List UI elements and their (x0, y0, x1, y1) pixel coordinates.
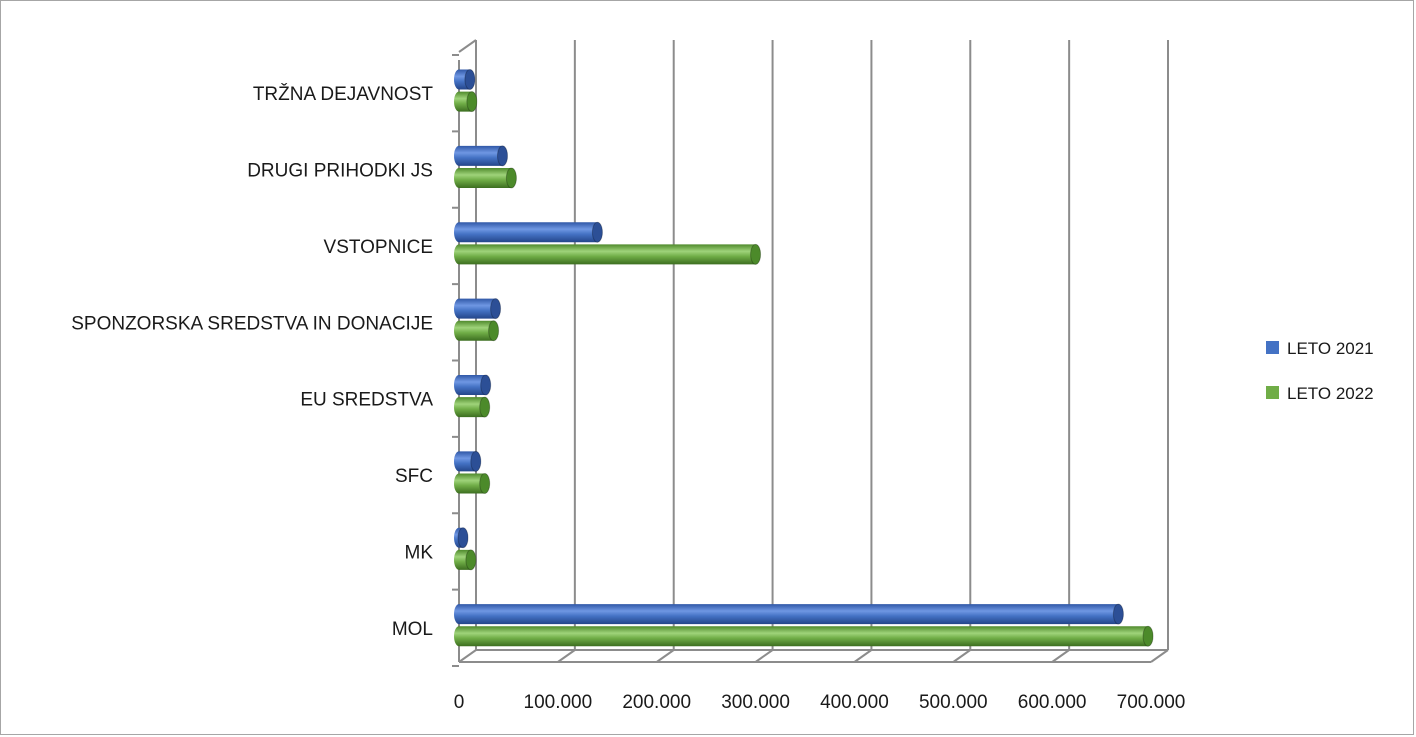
legend-label: LETO 2022 (1287, 384, 1374, 403)
floor-gridline (853, 649, 873, 663)
x-tick-label: 100.000 (524, 692, 593, 713)
floor-gridline (557, 649, 576, 663)
legend: LETO 2021 LETO 2022 (1266, 339, 1374, 403)
bar-leto-2022 (454, 91, 478, 113)
gridlines (458, 40, 1169, 663)
category-label: MOL (392, 619, 433, 640)
legend-swatch (1266, 386, 1279, 399)
category-label: TRŽNA DEJAVNOST (253, 83, 434, 105)
bar-leto-2022 (454, 396, 491, 418)
x-tick-label: 400.000 (820, 692, 889, 713)
category-label: MK (405, 542, 434, 563)
floor-gridline (754, 649, 774, 663)
bar-leto-2022 (454, 472, 491, 494)
x-tick-label: 300.000 (721, 692, 790, 713)
axes (452, 39, 1168, 667)
bar-leto-2021 (454, 603, 1124, 625)
bar-leto-2022 (454, 167, 517, 189)
x-tick-label: 500.000 (919, 692, 988, 713)
floor-gridline (952, 649, 971, 663)
category-label: EU SREDSTVA (300, 390, 433, 411)
category-label: SPONZORSKA SREDSTVA IN DONACIJE (71, 313, 433, 334)
bars (454, 68, 1154, 647)
legend-item: LETO 2021 (1266, 339, 1374, 358)
bar-leto-2022 (454, 243, 762, 265)
x-tick-label: 0 (454, 692, 465, 713)
floor-gridline (1051, 649, 1070, 663)
bar-leto-2021 (454, 527, 469, 549)
category-label: VSTOPNICE (324, 237, 433, 258)
bar-leto-2021 (454, 145, 508, 167)
bar-leto-2021 (454, 450, 482, 472)
category-label: SFC (395, 466, 433, 487)
labels: 0 100.000 200.000 300.000 400.000 500.000 600.… (71, 83, 1185, 713)
bar-leto-2022 (454, 625, 1154, 647)
x-tick-label: 600.000 (1018, 692, 1087, 713)
floor-gridline (458, 649, 477, 663)
bar-leto-2022 (454, 549, 477, 571)
bar-leto-2021 (454, 68, 476, 90)
bar-leto-2021 (454, 298, 502, 320)
bar-leto-2021 (454, 221, 603, 243)
legend-swatch (1266, 341, 1279, 354)
floor-gridline (1150, 649, 1169, 663)
legend-item: LETO 2022 (1266, 384, 1374, 403)
category-label: DRUGI PRIHODKI JS (247, 161, 433, 182)
bar-leto-2022 (454, 320, 500, 342)
y-axis-depth (458, 39, 477, 53)
floor-gridline (656, 649, 675, 663)
x-tick-label: 200.000 (622, 692, 691, 713)
legend-label: LETO 2021 (1287, 339, 1374, 358)
bar-leto-2021 (454, 374, 492, 396)
x-tick-label: 700.000 (1117, 692, 1186, 713)
